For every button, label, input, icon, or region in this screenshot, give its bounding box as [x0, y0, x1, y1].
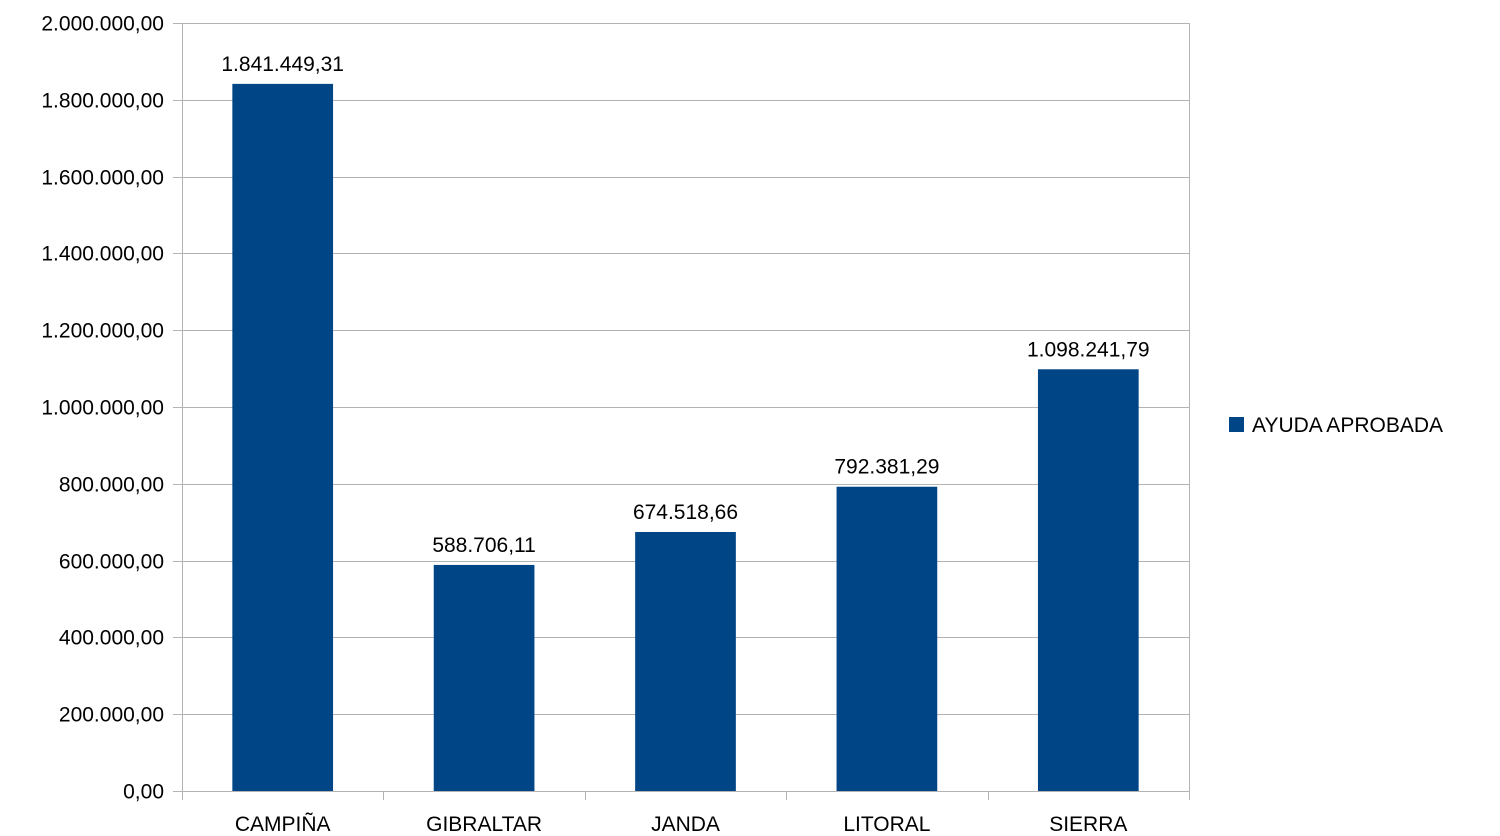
- y-tick-label: 1.600.000,00: [41, 167, 164, 190]
- bar-gibraltar: [433, 564, 535, 791]
- x-category-label: GIBRALTAR: [426, 813, 542, 836]
- y-tick-label: 200.000,00: [59, 704, 164, 727]
- y-tick-label: 2.000.000,00: [41, 13, 164, 36]
- x-category-label: JANDA: [651, 813, 720, 836]
- data-label: 792.381,29: [834, 456, 939, 479]
- axes: [173, 23, 1190, 800]
- y-tick-label: 600.000,00: [59, 551, 164, 574]
- labels: 0,00 200.000,00 400.000,00 600.000,00 800.00…: [41, 13, 1149, 836]
- y-tick-label: 1.400.000,00: [41, 243, 164, 266]
- x-category-label: SIERRA: [1049, 813, 1127, 836]
- y-tick-label: 1.800.000,00: [41, 90, 164, 113]
- bar-campiña: [232, 83, 334, 791]
- y-tick-label: 0,00: [123, 781, 164, 804]
- legend-swatch: [1229, 417, 1244, 432]
- grid-lines: [182, 23, 1189, 792]
- legend: AYUDA APROBADA: [1229, 414, 1443, 437]
- bars: [232, 83, 1139, 791]
- data-label: 674.518,66: [633, 501, 738, 524]
- legend-label: AYUDA APROBADA: [1252, 414, 1443, 437]
- data-label: 1.841.449,31: [221, 53, 344, 76]
- y-tick-label: 1.000.000,00: [41, 397, 164, 420]
- data-label: 1.098.241,79: [1027, 338, 1150, 361]
- y-tick-label: 800.000,00: [59, 474, 164, 497]
- bar-litoral: [836, 486, 938, 791]
- x-category-label: LITORAL: [843, 813, 930, 836]
- y-tick-label: 400.000,00: [59, 627, 164, 650]
- bar-janda: [635, 531, 736, 791]
- data-label: 588.706,11: [432, 534, 536, 557]
- x-category-label: CAMPIÑA: [235, 812, 331, 836]
- y-tick-label: 1.200.000,00: [41, 320, 164, 343]
- bar-sierra: [1037, 369, 1139, 791]
